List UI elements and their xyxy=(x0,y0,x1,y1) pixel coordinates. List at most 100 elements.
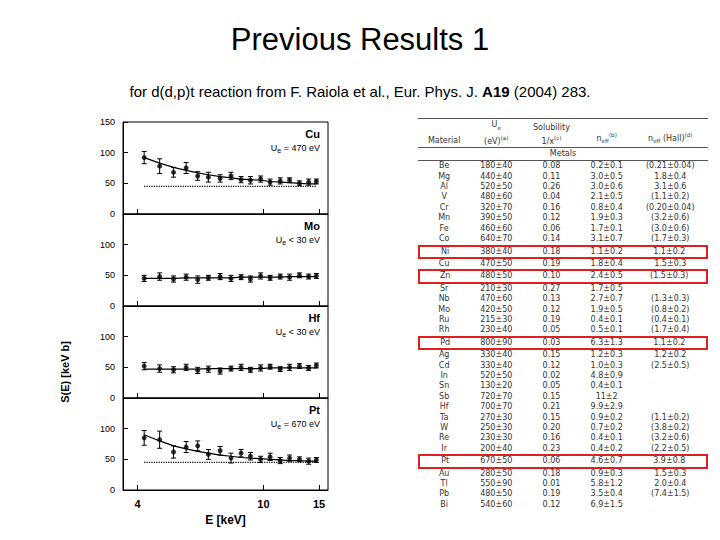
svg-text:100: 100 xyxy=(100,148,115,158)
html-text:180±40: 180±40 xyxy=(480,161,513,171)
html-text:1/x(c): 1/x(c) xyxy=(541,134,562,146)
svg-text:S(E) [keV b]: S(E) [keV b] xyxy=(59,341,71,403)
svg-text:50: 50 xyxy=(105,454,115,464)
html-text:1.7±0.1: 1.7±0.1 xyxy=(590,223,623,233)
html-text:1.7±0.5: 1.7±0.5 xyxy=(590,283,623,293)
html-text:(0.21±0.04): (0.21±0.04) xyxy=(646,161,695,171)
html-text:(0.20±0.04): (0.20±0.04) xyxy=(646,202,695,212)
html-text:1.1±0.2: 1.1±0.2 xyxy=(590,246,623,256)
html-text:Nb: Nb xyxy=(438,294,450,304)
html-text:0.11: 0.11 xyxy=(542,171,561,181)
html-text:480±60: 480±60 xyxy=(480,192,513,202)
html-text:Solubility: Solubility xyxy=(533,122,570,132)
svg-text:Hf: Hf xyxy=(308,312,320,324)
html-text:520±50: 520±50 xyxy=(480,182,513,192)
html-text:2.4±0.5: 2.4±0.5 xyxy=(590,271,623,281)
svg-text:4: 4 xyxy=(134,498,141,510)
html-text:Mg: Mg xyxy=(438,171,451,181)
svg-text:E [keV]: E [keV] xyxy=(205,513,246,527)
html-text:0.04: 0.04 xyxy=(542,192,561,202)
html-text:Zn: Zn xyxy=(439,271,451,281)
html-text:0.18: 0.18 xyxy=(542,246,561,256)
svg-text:50: 50 xyxy=(105,178,115,188)
html-text:(3.0±0.6): (3.0±0.6) xyxy=(651,223,690,233)
html-text:0.06: 0.06 xyxy=(542,223,561,233)
html-text:2.1±0.5: 2.1±0.5 xyxy=(590,192,623,202)
html-text:1.9±0.3: 1.9±0.3 xyxy=(590,213,623,223)
svg-text:100: 100 xyxy=(100,424,115,434)
html-text:(eV)(a): (eV)(a) xyxy=(484,134,509,146)
svg-text:U: U xyxy=(276,327,283,337)
html-text:(1.7±0.3): (1.7±0.3) xyxy=(651,234,690,244)
html-text:0.08: 0.08 xyxy=(542,161,561,171)
html-text:3.1±0.6: 3.1±0.6 xyxy=(654,182,687,192)
html-text:390±50: 390±50 xyxy=(480,213,513,223)
svg-text:= 670 eV: = 670 eV xyxy=(281,419,320,429)
html-text:480±50: 480±50 xyxy=(480,271,513,281)
svg-text:Pt: Pt xyxy=(309,404,320,416)
html-text:3.0±0.5: 3.0±0.5 xyxy=(590,171,623,181)
html-text:Material: Material xyxy=(427,136,461,146)
svg-text:< 30 eV: < 30 eV xyxy=(286,327,320,337)
svg-text:e: e xyxy=(282,331,286,338)
html-text:3.1±0.7: 3.1±0.7 xyxy=(590,234,623,244)
html-text:0.16: 0.16 xyxy=(542,202,561,212)
html-text:Cr: Cr xyxy=(439,202,449,212)
html-text:for d(d,p)t reaction from F. R: for d(d,p)t reaction from F. Raiola et a… xyxy=(129,83,591,100)
svg-text:U: U xyxy=(276,235,283,245)
html-text:Be: Be xyxy=(439,161,450,171)
html-text:(1.1±0.2): (1.1±0.2) xyxy=(651,192,690,202)
html-text:0.8±0.4: 0.8±0.4 xyxy=(590,202,623,212)
html-text:640±70: 640±70 xyxy=(480,234,513,244)
svg-text:100: 100 xyxy=(100,332,115,342)
svg-text:e: e xyxy=(277,423,281,430)
html-text:470±60: 470±60 xyxy=(480,294,513,304)
svg-text:e: e xyxy=(277,147,281,154)
html-text:(1.5±0.3): (1.5±0.3) xyxy=(650,271,689,281)
html-text:0.2±0.1: 0.2±0.1 xyxy=(590,161,623,171)
svg-text:150: 150 xyxy=(100,117,115,127)
html-text:0.14: 0.14 xyxy=(542,234,561,244)
svg-text:0: 0 xyxy=(110,393,115,403)
svg-text:U: U xyxy=(271,143,278,153)
svg-text:10: 10 xyxy=(257,498,269,510)
html-text:1.5±0.3: 1.5±0.3 xyxy=(654,258,687,268)
html-text:380±40: 380±40 xyxy=(480,246,513,256)
html-text:210±30: 210±30 xyxy=(480,283,513,293)
svg-text:0: 0 xyxy=(110,485,115,495)
html-text:Ue: Ue xyxy=(491,120,501,131)
html-text:1.1±0.2: 1.1±0.2 xyxy=(653,246,686,256)
svg-text:100: 100 xyxy=(100,240,115,250)
html-text:1.8±0.4: 1.8±0.4 xyxy=(590,258,623,268)
svg-text:Mo: Mo xyxy=(304,220,320,232)
html-text:Fe: Fe xyxy=(439,223,449,233)
svg-text:0: 0 xyxy=(110,209,115,219)
html-text:470±50: 470±50 xyxy=(480,258,513,268)
html-text:Mn: Mn xyxy=(438,213,451,223)
html-text:Co: Co xyxy=(438,234,450,244)
svg-text:0: 0 xyxy=(110,301,115,311)
html-text:neff(Hall)(d): neff(Hall)(d) xyxy=(648,132,693,145)
svg-text:= 470 eV: = 470 eV xyxy=(281,143,320,153)
html-text:Previous Results 1: Previous Results 1 xyxy=(230,22,490,57)
html-text:320±70: 320±70 xyxy=(480,202,513,212)
html-text:0.10: 0.10 xyxy=(542,271,561,281)
svg-text:15: 15 xyxy=(313,498,325,510)
svg-text:U: U xyxy=(271,419,278,429)
html-text:0.19: 0.19 xyxy=(542,258,561,268)
svg-text:50: 50 xyxy=(105,270,115,280)
html-text:3.0±0.6: 3.0±0.6 xyxy=(590,182,623,192)
svg-text:Cu: Cu xyxy=(305,128,320,140)
html-text:1.8±0.4: 1.8±0.4 xyxy=(654,171,687,181)
html-text:0.12: 0.12 xyxy=(542,213,561,223)
svg-text:50: 50 xyxy=(105,362,115,372)
html-text:0.27: 0.27 xyxy=(542,283,561,293)
html-text:(3.2±0.6): (3.2±0.6) xyxy=(651,213,690,223)
html-text:460±60: 460±60 xyxy=(480,223,513,233)
html-text:neff: neff xyxy=(596,133,609,145)
svg-text:< 30 eV: < 30 eV xyxy=(286,235,320,245)
html-text:Cu: Cu xyxy=(438,258,450,268)
svg-text:e: e xyxy=(282,239,286,246)
html-text:440±40: 440±40 xyxy=(480,171,513,181)
html-text:0.26: 0.26 xyxy=(542,182,561,192)
